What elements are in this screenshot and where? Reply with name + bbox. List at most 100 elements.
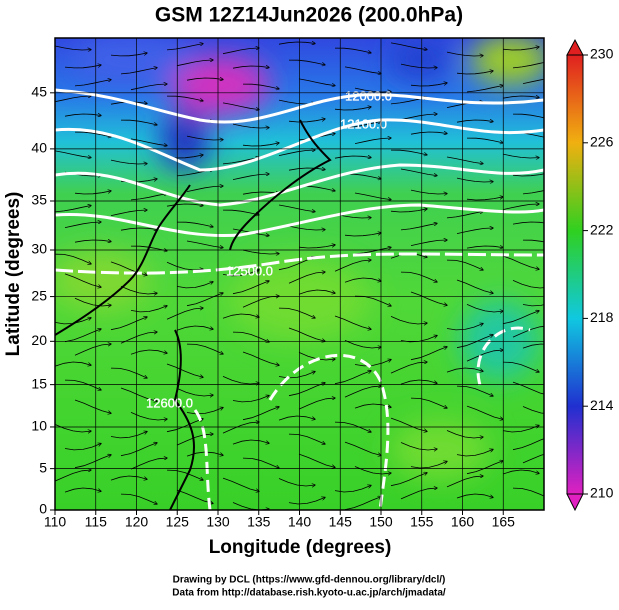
streamline [232,174,269,180]
streamline [176,388,213,396]
streamline [512,173,544,177]
streamline [64,114,101,116]
colorbar-extend-bottom [566,493,584,512]
colorbar-tick-label: 230 [590,46,614,62]
streamline [446,367,483,372]
streamline [110,53,147,57]
streamline [64,487,101,492]
streamline [222,48,259,55]
streamline [390,42,427,50]
y-tick-label: 40 [31,140,47,156]
streamline [390,417,427,431]
streamline [456,120,493,122]
streamline [344,340,381,348]
streamline [166,308,203,320]
streamline [512,326,544,338]
streamline [354,192,391,200]
streamline [222,270,259,277]
y-tick-label: 35 [31,192,47,208]
streamline [502,311,539,325]
streamline [466,197,503,201]
streamline [400,63,437,68]
streamline [74,455,111,469]
streamline [512,280,544,289]
streamline [456,493,493,498]
coastlines [55,119,332,510]
streamline [512,438,544,451]
streamline [166,363,203,377]
streamline [166,419,203,433]
streamline [120,443,157,457]
streamline [400,379,437,384]
streamline [298,289,335,295]
streamline [512,113,544,119]
colorbar-tick-label: 222 [590,221,614,237]
streamline [400,271,437,282]
streamline [400,223,437,231]
streamline [64,65,101,69]
streamline [130,138,167,146]
streamline [344,386,381,398]
x-axis-title: Longitude (degrees) [209,537,392,558]
streamline [354,87,391,92]
streamline [222,102,259,110]
streamline [446,51,483,56]
streamline [176,489,213,503]
streamline [74,131,111,137]
y-tick-label: 15 [31,375,47,391]
streamline [278,307,315,318]
streamline [242,192,279,194]
streamline [344,441,381,455]
streamline [232,396,269,403]
streamline [466,246,503,248]
streamline [344,173,381,179]
streamline [512,487,544,497]
streamline [390,473,427,487]
streamline [334,156,371,158]
streamline [334,260,371,272]
x-tick-label: 130 [206,514,230,530]
streamline [130,458,167,470]
streamline [456,177,493,182]
streamline [186,186,223,192]
streamline [232,66,269,68]
streamline [186,408,223,415]
streamline [232,281,269,295]
streamline [110,367,147,378]
streamline [74,191,111,195]
streamline [522,343,544,349]
streamline [400,488,437,500]
streamline [512,62,544,69]
field [55,38,544,510]
streamline [186,343,223,354]
streamline [64,222,101,228]
streamline [522,454,544,464]
streamline [176,434,213,446]
streamline [502,204,539,210]
streamline [278,415,315,420]
streamline [344,66,381,74]
streamline [446,430,483,439]
streamline [288,327,325,341]
streamline [74,240,111,242]
streamline [288,119,325,123]
x-tick-label: 145 [329,514,353,530]
streamline [410,189,447,194]
streamline [55,45,91,50]
streamline [390,149,427,155]
streamline [288,59,325,65]
streamline [446,259,483,270]
streamline [166,44,203,51]
y-tick-label: 45 [31,84,47,100]
streamline [512,221,544,225]
streamline [120,68,157,75]
x-tick-label: 110 [44,514,67,530]
streamline [166,204,203,206]
streamline [222,158,259,165]
streamline [400,168,437,176]
x-tick-label: 155 [410,514,434,530]
streamline [522,406,544,414]
streamline [55,470,91,482]
streamline [410,291,447,305]
